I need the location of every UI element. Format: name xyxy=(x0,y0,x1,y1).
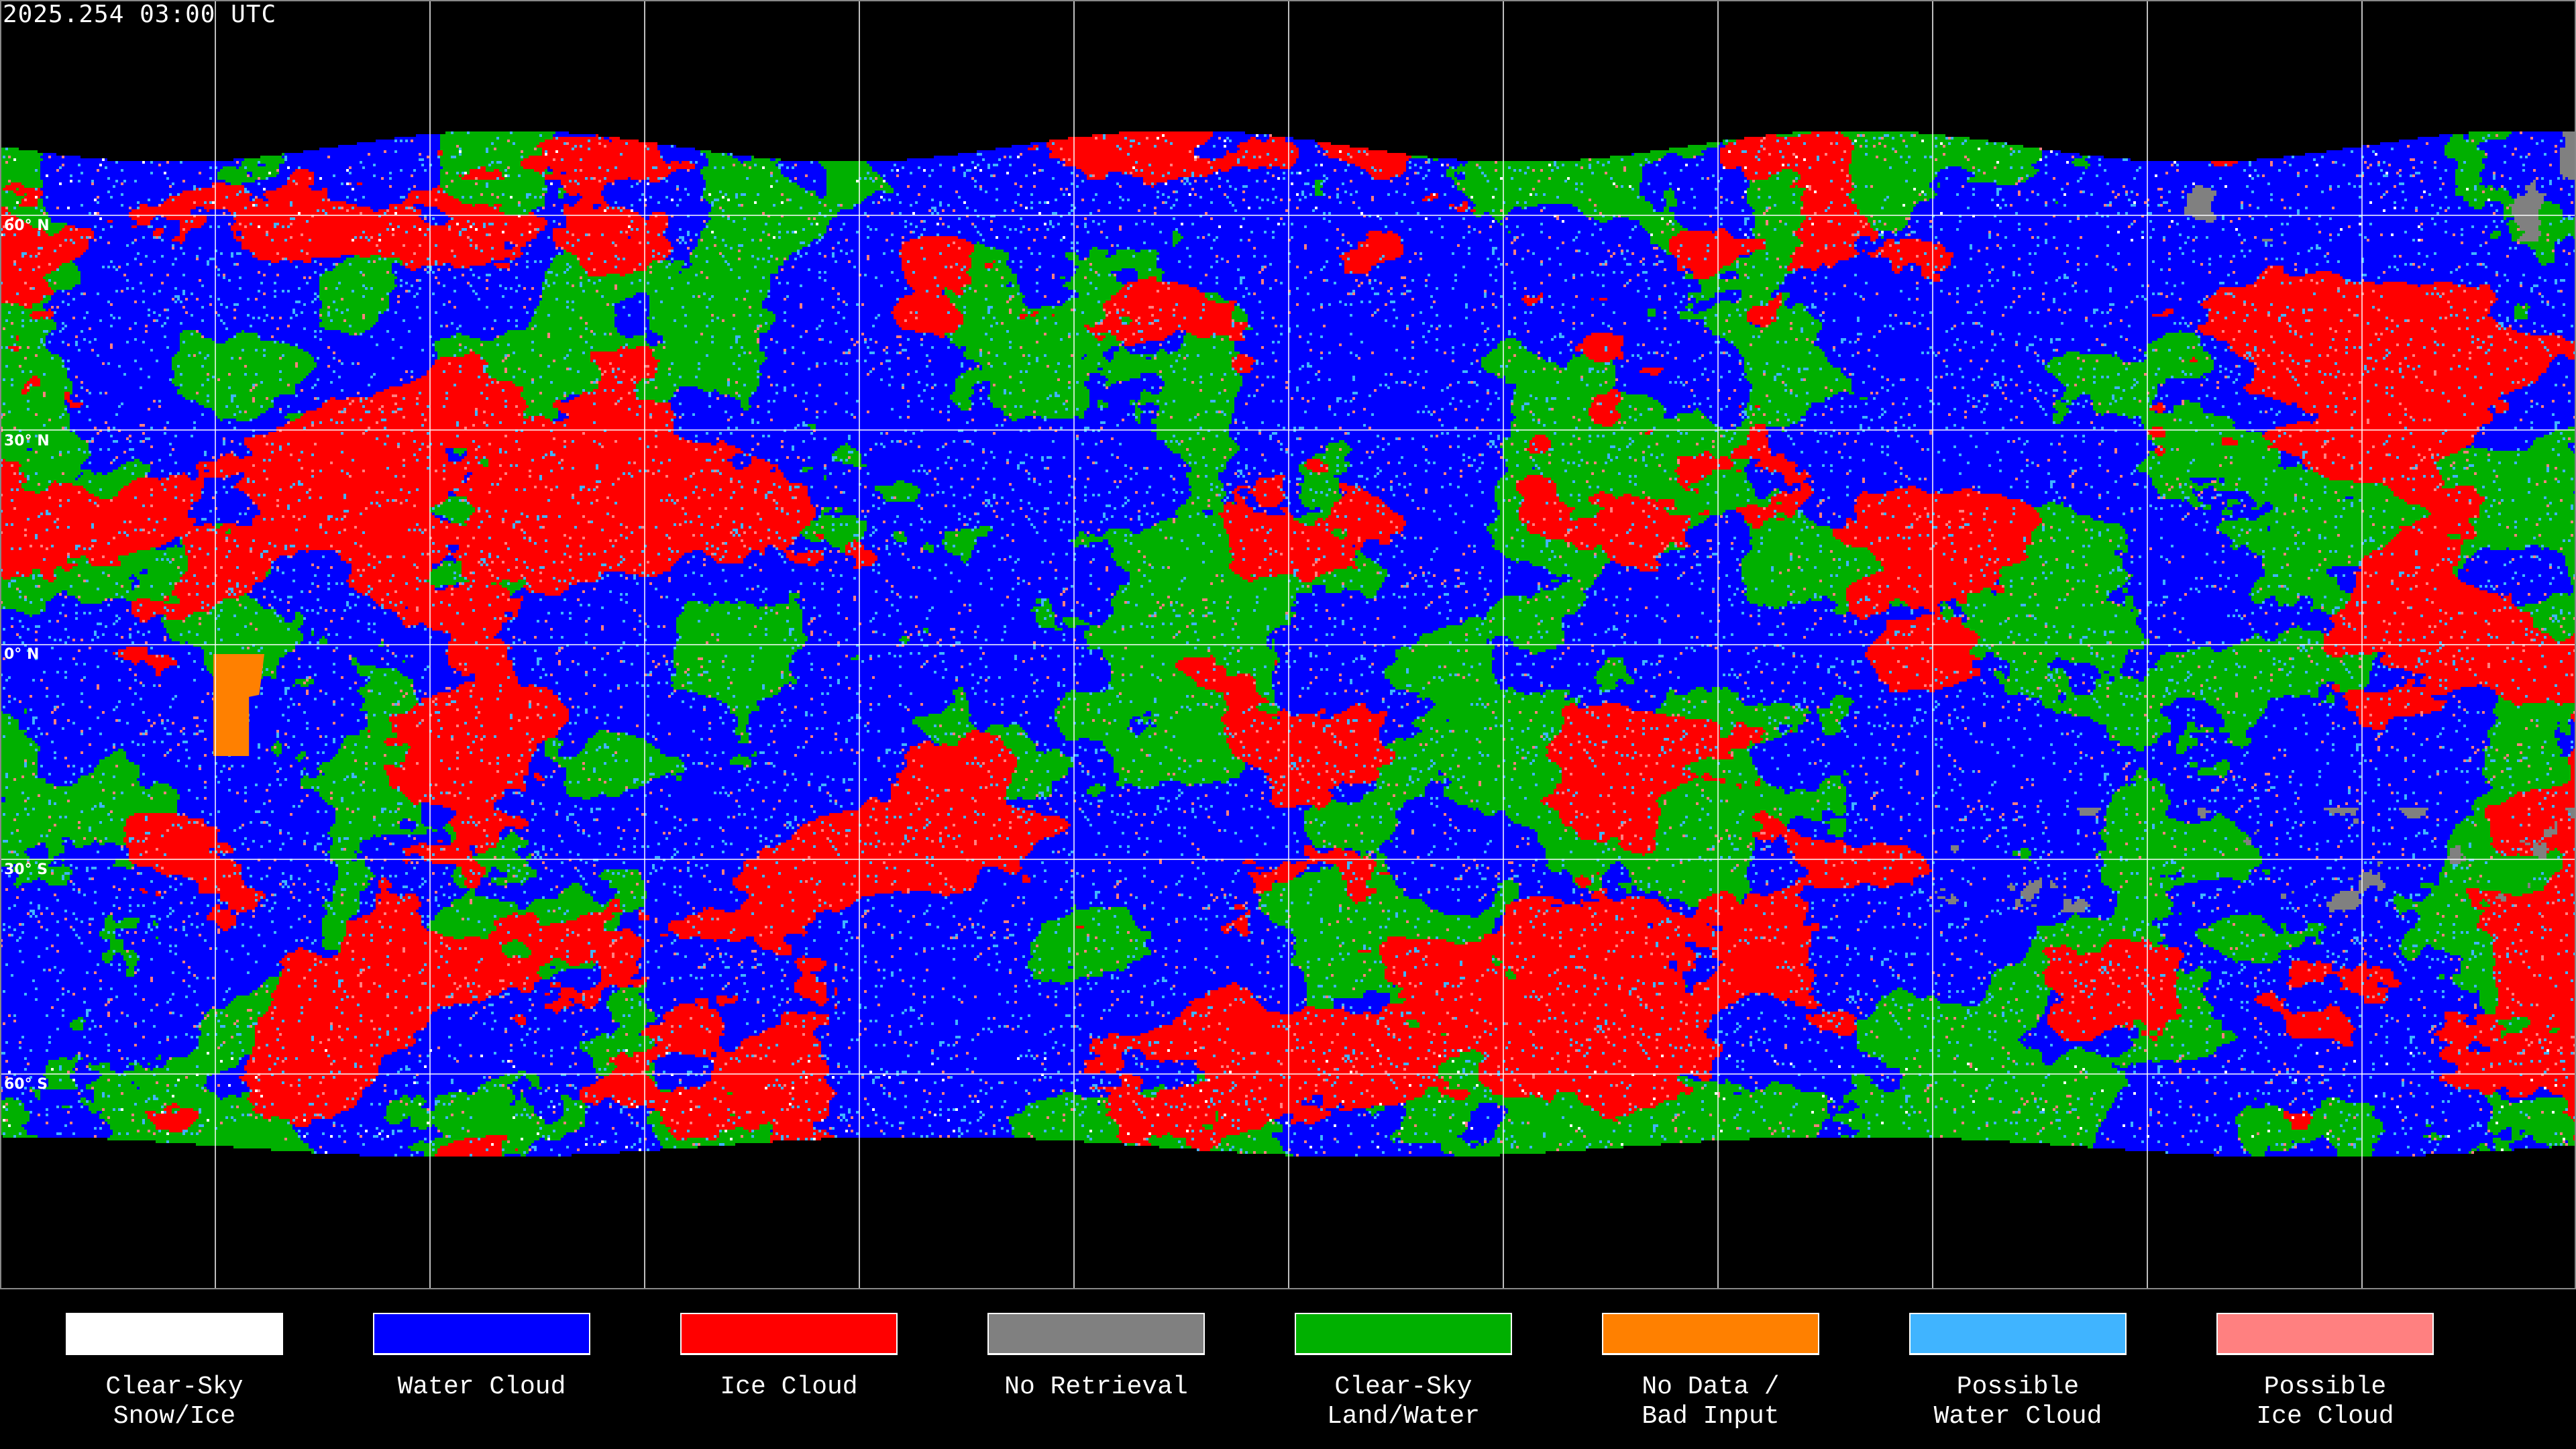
lat-label-30s: 30° S xyxy=(4,861,48,878)
legend-label: Water Cloud xyxy=(397,1373,566,1401)
legend-label: Land/Water xyxy=(1326,1402,1481,1431)
legend-item-clear-sky-snow-ice: Clear-Sky Snow/Ice xyxy=(66,1313,283,1432)
legend-label: Water Cloud xyxy=(1933,1402,2102,1431)
legend-swatch xyxy=(1295,1313,1512,1355)
legend-label: Clear-Sky xyxy=(1334,1373,1472,1401)
legend-item-possible-water-cloud: Possible Water Cloud xyxy=(1909,1313,2127,1432)
legend-label: Possible xyxy=(2263,1373,2387,1401)
parallel-line xyxy=(0,429,2576,431)
legend-swatch xyxy=(1909,1313,2127,1355)
legend-label: Snow/Ice xyxy=(113,1402,236,1431)
legend-swatch xyxy=(66,1313,283,1355)
legend-swatch xyxy=(680,1313,898,1355)
parallel-line xyxy=(0,1073,2576,1075)
legend-label: No Data / xyxy=(1642,1373,1780,1401)
lat-label-30n: 30° N xyxy=(4,433,50,449)
legend-label: No Retrieval xyxy=(1004,1373,1188,1401)
legend-item-water-cloud: Water Cloud xyxy=(373,1313,590,1402)
legend-swatch xyxy=(1602,1313,1819,1355)
legend-label: Possible xyxy=(1956,1373,2080,1401)
legend-item-possible-ice-cloud: Possible Ice Cloud xyxy=(2216,1313,2434,1432)
legend-label: Clear-Sky xyxy=(105,1373,244,1401)
timestamp: 2025.254 03:00 UTC xyxy=(3,1,277,28)
legend-item-clear-sky-land-water: Clear-Sky Land/Water xyxy=(1295,1313,1512,1432)
legend-swatch xyxy=(987,1313,1205,1355)
legend-item-no-data-bad-input: No Data / Bad Input xyxy=(1602,1313,1819,1432)
lat-label-60s: 60° S xyxy=(4,1076,48,1093)
cloud-phase-map: 60° N 30° N 0° N 30° S 60° S 2025.254 03… xyxy=(0,0,2576,1289)
lat-label-60n: 60° N xyxy=(4,217,50,234)
legend-item-no-retrieval: No Retrieval xyxy=(987,1313,1205,1402)
parallel-line xyxy=(0,859,2576,860)
legend-label: Ice Cloud xyxy=(720,1373,858,1401)
parallel-line xyxy=(0,215,2576,216)
legend-label: Ice Cloud xyxy=(2256,1402,2394,1431)
lat-label-0n: 0° N xyxy=(4,646,40,663)
legend-swatch xyxy=(373,1313,590,1355)
legend-swatch xyxy=(2216,1313,2434,1355)
legend-label: Bad Input xyxy=(1642,1402,1780,1431)
parallel-line xyxy=(0,644,2576,645)
legend-item-ice-cloud: Ice Cloud xyxy=(680,1313,898,1402)
